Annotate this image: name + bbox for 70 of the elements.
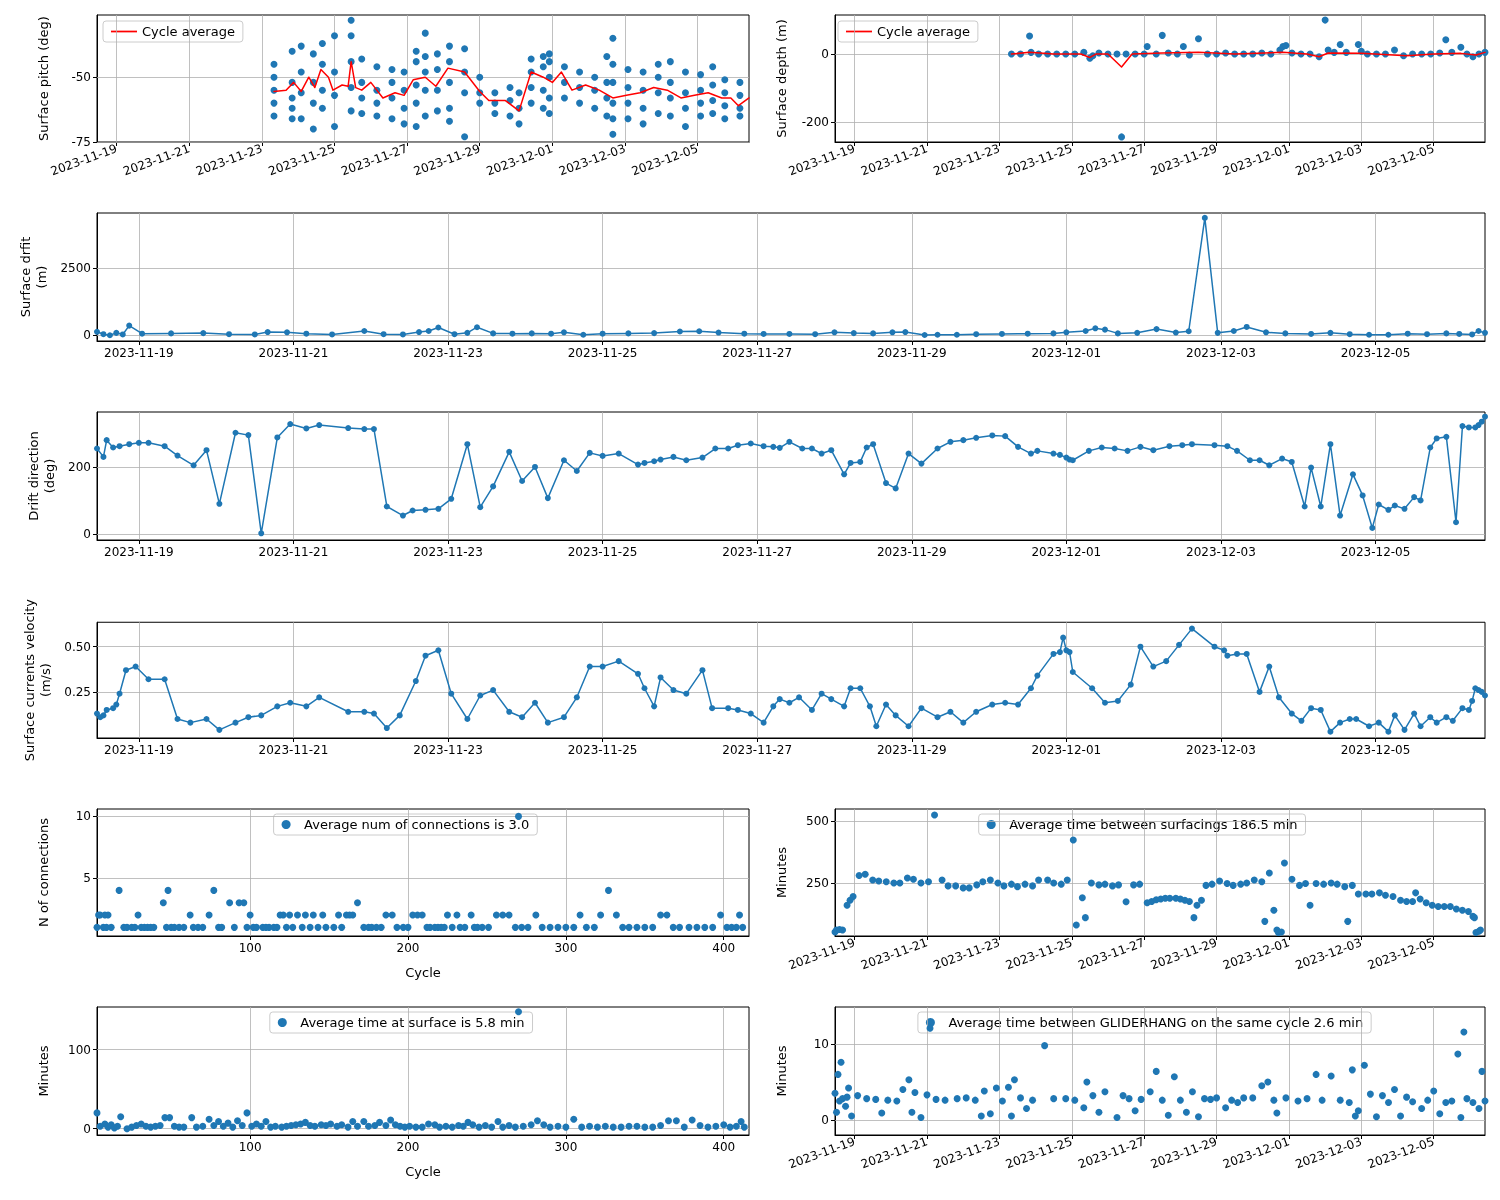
y-tick-label: 10 (75, 809, 91, 824)
x-tick-label: 2023-11-21 (258, 346, 329, 360)
x-tick-label: 2023-11-25 (567, 346, 638, 360)
y-tick-label: 0 (83, 526, 91, 541)
legend-label: Cycle average (877, 24, 970, 39)
y-tick-label: 0 (83, 328, 91, 342)
y-tick-label: 0.25 (64, 684, 91, 699)
x-tick-label: 2023-11-23 (413, 346, 483, 360)
x-tick-label: 2023-12-01 (1031, 346, 1102, 360)
x-tick-label: 2023-12-03 (1186, 743, 1256, 757)
y-axis-title: Minutes (35, 1045, 51, 1097)
x-tick-label: 300 (554, 1140, 578, 1154)
x-tick-label: 100 (238, 941, 262, 955)
y-tick-label: 100 (68, 1042, 91, 1057)
y-axis-title: N of connections (35, 817, 51, 927)
legend-label: Cycle average (142, 24, 235, 39)
y-tick-label: -50 (71, 70, 91, 85)
x-tick-label: 200 (396, 941, 420, 955)
x-tick-label: 2023-12-05 (1340, 743, 1411, 757)
x-tick-label: 100 (238, 1140, 262, 1154)
x-axis-title: Cycle (405, 1163, 441, 1179)
y-axis-title: Surface pitch (deg) (35, 16, 51, 141)
x-tick-label: 2023-11-23 (413, 545, 483, 559)
x-tick-label: 2023-12-01 (1031, 743, 1102, 757)
x-tick-label: 2023-12-03 (1186, 346, 1256, 360)
x-tick-label: 2023-11-29 (876, 743, 947, 757)
x-tick-label: 2023-11-27 (722, 545, 793, 559)
x-tick-label: 2023-11-29 (876, 545, 947, 559)
x-tick-label: 2023-11-25 (567, 545, 638, 559)
y-axis-title: Drift direction (deg) (25, 431, 57, 521)
x-tick-label: 2023-12-03 (1186, 545, 1256, 559)
legend-label: Average time at surface is 5.8 min (300, 1015, 525, 1030)
x-tick-label: 2023-11-21 (258, 545, 329, 559)
y-tick-label: 0 (821, 1112, 829, 1127)
x-tick-label: 400 (712, 941, 736, 955)
y-tick-label: 10 (813, 1037, 829, 1052)
x-tick-label: 2023-12-05 (1340, 545, 1411, 559)
x-tick-label: 2023-11-27 (722, 346, 793, 360)
y-axis-title: Minutes (773, 1045, 789, 1097)
y-axis-title: Surface depth (m) (773, 19, 789, 138)
y-tick-label: 500 (806, 813, 829, 828)
x-tick-label: 2023-11-29 (876, 346, 947, 360)
y-tick-label: 200 (68, 459, 91, 474)
x-tick-label: 2023-11-21 (258, 743, 329, 757)
x-axis-title: Cycle (405, 964, 441, 980)
x-tick-label: 2023-11-19 (103, 545, 174, 559)
y-tick-label: 5 (83, 871, 91, 886)
x-tick-label: 2023-11-19 (103, 743, 174, 757)
x-tick-label: 2023-11-23 (413, 743, 483, 757)
y-axis-title: Minutes (773, 846, 789, 899)
x-tick-label: 2023-12-01 (1031, 545, 1102, 559)
x-tick-label: 2023-11-25 (567, 743, 638, 757)
x-tick-label: 2023-12-05 (1340, 346, 1411, 360)
legend-label: Average time between surfacings 186.5 min (1009, 817, 1298, 832)
x-tick-label: 300 (554, 941, 578, 955)
x-tick-label: 200 (396, 1140, 420, 1154)
x-tick-label: 2023-11-19 (103, 346, 174, 360)
legend-label: Average num of connections is 3.0 (304, 817, 530, 832)
y-tick-label: -200 (801, 114, 829, 129)
x-tick-label: 2023-11-27 (722, 743, 793, 757)
y-tick-label: 0 (83, 1121, 91, 1136)
y-tick-label: 0 (821, 47, 829, 62)
x-tick-label: 400 (712, 1140, 736, 1154)
y-tick-label: 2500 (60, 260, 91, 275)
legend-label: Average time between GLIDERHANG on the same cycle 2.6 min (948, 1015, 1364, 1030)
y-axis-title: Surface currents velocity (m/s) (21, 598, 53, 762)
y-tick-label: 0.50 (64, 639, 91, 654)
y-tick-label: 250 (806, 875, 829, 890)
y-axis-title: Surface drfit (m) (18, 236, 50, 318)
y-tick-label: -75 (71, 135, 91, 149)
